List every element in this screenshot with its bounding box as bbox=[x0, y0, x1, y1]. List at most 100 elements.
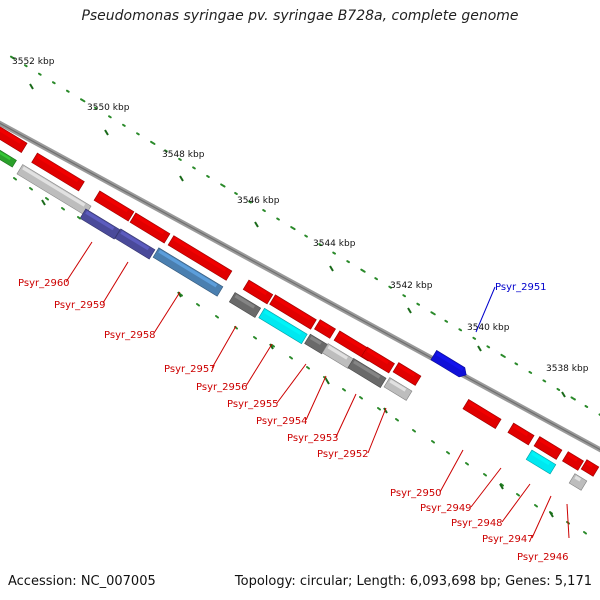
scale-tick bbox=[122, 123, 126, 127]
gene-psyr-2947 bbox=[562, 451, 584, 471]
scale-tick bbox=[514, 362, 519, 366]
inner-tick bbox=[516, 493, 520, 497]
inner-tick bbox=[377, 407, 381, 411]
map-title: Pseudomonas syringae pv. syringae B728a,… bbox=[81, 8, 519, 24]
scale-tick bbox=[80, 98, 86, 103]
scale-tick bbox=[332, 251, 336, 255]
scale-tick bbox=[416, 302, 421, 306]
scale-tick bbox=[65, 89, 70, 93]
scale-tick bbox=[444, 319, 449, 323]
scale-tick bbox=[584, 404, 589, 409]
scale-tick bbox=[248, 200, 252, 204]
scale-tick bbox=[430, 311, 436, 316]
inner-tick bbox=[342, 388, 346, 392]
inner-tick bbox=[583, 531, 587, 535]
scale-tick bbox=[374, 277, 379, 281]
gene-label: Psyr_2952 bbox=[317, 449, 369, 460]
inner-major-tick bbox=[269, 343, 274, 350]
label-leader bbox=[501, 483, 531, 523]
label-leader bbox=[276, 363, 307, 404]
label-leader bbox=[470, 467, 502, 508]
gene-psyr-2951 bbox=[430, 350, 467, 378]
inner-tick bbox=[215, 315, 219, 319]
inner-major-tick bbox=[499, 483, 504, 490]
inner-tick bbox=[359, 396, 363, 400]
genome-summary-text: Topology: circular; Length: 6,093,698 bp… bbox=[234, 574, 592, 589]
scale-tick bbox=[136, 132, 140, 136]
gene-psyr-2949 bbox=[507, 422, 535, 446]
inner-major-tick bbox=[41, 199, 46, 206]
scale-tick bbox=[500, 353, 506, 358]
major-tick bbox=[29, 83, 34, 90]
scale-tick bbox=[206, 174, 210, 178]
kbp-label: 3548 kbp bbox=[162, 150, 205, 160]
kbp-label: 3538 kbp bbox=[546, 364, 589, 374]
gene-label: Psyr_2948 bbox=[451, 518, 503, 529]
scale-tick bbox=[178, 157, 182, 161]
gene-label: Psyr_2946 bbox=[517, 552, 569, 563]
gene-steel bbox=[152, 247, 224, 297]
backbone-line bbox=[0, 122, 600, 451]
gene-psyr-2955a bbox=[314, 319, 336, 339]
scale-tick bbox=[150, 140, 156, 145]
scale-tick bbox=[318, 243, 322, 247]
label-leader bbox=[335, 393, 357, 438]
inner-tick bbox=[253, 336, 257, 340]
scale-tick bbox=[304, 234, 308, 238]
gene-psyr-2956a bbox=[269, 294, 317, 330]
kbp-label: 3550 kbp bbox=[87, 103, 130, 113]
label-leader bbox=[65, 241, 93, 283]
inner-tick bbox=[534, 504, 538, 508]
scale-tick bbox=[262, 209, 266, 213]
gene-psyr-2946 bbox=[580, 459, 600, 477]
major-tick bbox=[254, 221, 259, 228]
gene-cyan-2 bbox=[525, 449, 557, 475]
label-leader bbox=[102, 261, 129, 304]
inner-tick bbox=[431, 440, 435, 444]
kbp-label: 3540 kbp bbox=[467, 323, 510, 333]
label-leader bbox=[153, 291, 181, 334]
major-tick bbox=[104, 129, 109, 136]
gene-label: Psyr_2956 bbox=[196, 382, 248, 393]
inner-major-tick bbox=[177, 291, 182, 298]
scale-tick bbox=[388, 285, 393, 289]
scale-tick bbox=[402, 294, 407, 298]
scale-tick bbox=[164, 149, 168, 153]
gene-label: Psyr_2949 bbox=[420, 503, 472, 514]
scale-tick bbox=[9, 55, 16, 60]
gene-psyr-2950 bbox=[462, 399, 502, 429]
scale-tick bbox=[192, 166, 196, 170]
scale-tick bbox=[51, 81, 56, 85]
gene-dark-2 bbox=[304, 333, 328, 355]
gene-cyan-1 bbox=[258, 307, 308, 345]
gene-psyr-2961 bbox=[0, 123, 28, 153]
gene-label: Psyr_2955 bbox=[227, 399, 279, 410]
kbp-label: 3546 kbp bbox=[237, 196, 280, 206]
gene-label: Psyr_2954 bbox=[256, 416, 308, 427]
inner-tick bbox=[306, 366, 310, 370]
accession-text: Accession: NC_007005 bbox=[8, 574, 156, 589]
major-tick bbox=[179, 175, 184, 182]
label-leader bbox=[566, 503, 570, 539]
scale-tick bbox=[528, 370, 533, 374]
gene-dark-3 bbox=[347, 358, 387, 388]
inner-tick bbox=[483, 473, 487, 477]
scale-tick bbox=[570, 396, 576, 401]
gene-psyr-2959b bbox=[129, 212, 171, 244]
gene-psyr-2957a bbox=[242, 279, 274, 305]
gene-label: Psyr_2953 bbox=[287, 433, 339, 444]
inner-tick bbox=[45, 197, 49, 201]
scale-tick bbox=[486, 345, 491, 349]
gene-label: Psyr_2950 bbox=[390, 488, 442, 499]
label-leader bbox=[211, 325, 237, 369]
gene-grey-3 bbox=[383, 377, 413, 401]
gene-indigo bbox=[79, 208, 121, 240]
gene-psyr-2959a bbox=[93, 190, 135, 222]
scale-tick bbox=[23, 64, 28, 68]
inner-tick bbox=[77, 216, 81, 220]
inner-tick bbox=[29, 187, 33, 191]
gene-psyr-2953a bbox=[361, 346, 395, 374]
inner-tick bbox=[446, 451, 450, 455]
gene-label: Psyr_2959 bbox=[54, 300, 106, 311]
